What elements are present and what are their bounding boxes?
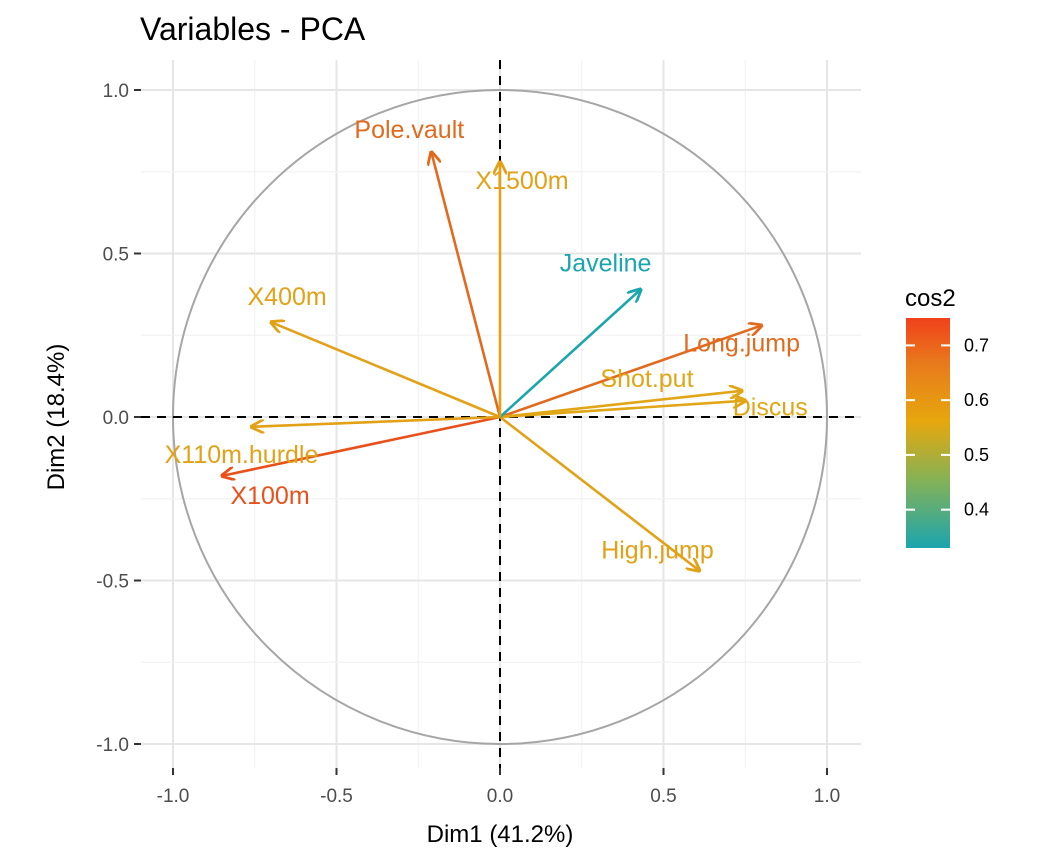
label-high-jump: High.jump <box>601 537 714 565</box>
arrow-x110m-hurdle <box>251 415 501 427</box>
arrow-shot-put <box>499 391 742 419</box>
x-axis: -1.0 -0.5 0.0 0.5 1.0 <box>157 768 840 807</box>
x-tick-label: -1.0 <box>157 786 190 807</box>
arrow-discus <box>499 401 745 419</box>
label-x1500m: X1500m <box>475 167 568 195</box>
variable-labels: X100m Long.jump Shot.put High.jump X400m X110… <box>165 116 808 565</box>
y-tick-label: 0.0 <box>103 408 129 429</box>
label-x110m-hurdle: X110m.hurdle <box>165 441 319 469</box>
variable-arrows <box>222 152 762 571</box>
legend-tick-label: 0.5 <box>964 445 989 465</box>
arrow-high-jump <box>499 415 699 571</box>
y-axis-title: Dim2 (18.4%) <box>43 344 70 491</box>
plot-panel: X100m Long.jump Shot.put High.jump X400m X110… <box>141 60 861 768</box>
arrow-long-jump <box>499 325 762 419</box>
label-javeline: Javeline <box>560 249 652 277</box>
x-tick-label: 0.0 <box>487 786 513 807</box>
legend-tick-label: 0.7 <box>964 335 989 355</box>
arrow-x400m <box>271 322 501 419</box>
chart-title: Variables - PCA <box>140 11 366 47</box>
label-x400m: X400m <box>247 283 326 311</box>
x-tick-label: -0.5 <box>320 786 353 807</box>
label-long-jump: Long.jump <box>683 329 800 357</box>
x-tick-label: 0.5 <box>650 786 676 807</box>
x-axis-title: Dim1 (41.2%) <box>427 821 574 848</box>
legend-tick-label: 0.6 <box>964 390 989 410</box>
label-discus: Discus <box>733 394 808 422</box>
arrow-javeline <box>499 289 641 418</box>
legend-colorbar <box>906 318 950 548</box>
y-axis: 1.0 0.5 0.0 -0.5 -1.0 <box>96 81 141 756</box>
label-x100m: X100m <box>230 482 309 510</box>
legend-ticks: 0.7 0.6 0.5 0.4 <box>906 335 989 520</box>
legend-title: cos2 <box>905 285 956 312</box>
legend-tick-label: 0.4 <box>964 500 989 520</box>
y-tick-label: -0.5 <box>96 572 129 593</box>
label-pole-vault: Pole.vault <box>354 116 464 144</box>
arrow-x100m <box>222 415 501 476</box>
arrow-pole-vault <box>431 152 502 418</box>
x-tick-label: 1.0 <box>814 786 840 807</box>
y-tick-label: 0.5 <box>103 245 129 266</box>
label-shot-put: Shot.put <box>600 365 693 393</box>
y-tick-label: -1.0 <box>96 735 129 756</box>
cos2-legend: cos2 0.7 0.6 0.5 0.4 <box>905 285 989 548</box>
y-tick-label: 1.0 <box>103 81 129 102</box>
